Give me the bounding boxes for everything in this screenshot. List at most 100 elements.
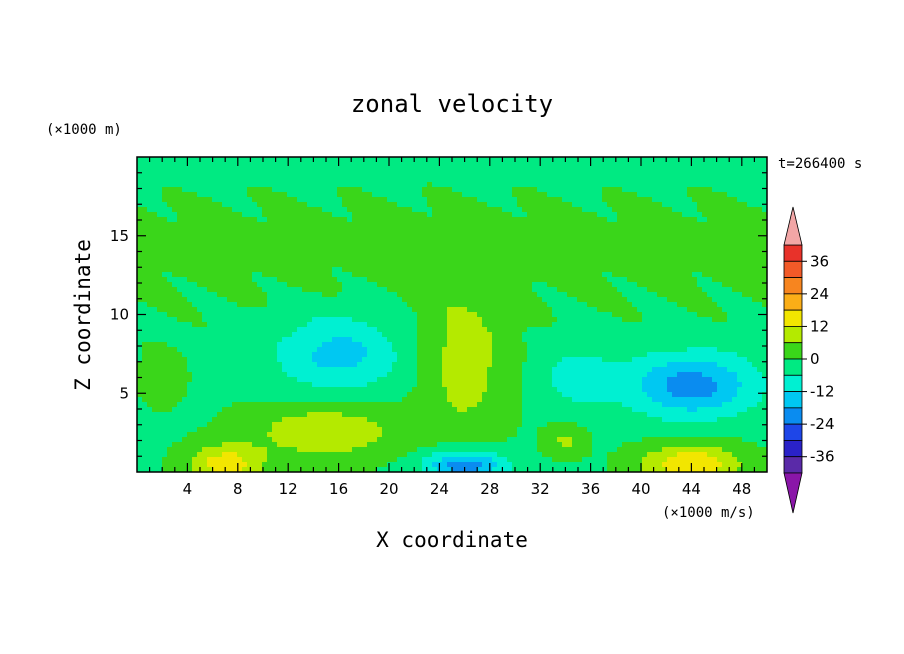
contour-cell xyxy=(257,272,263,278)
contour-cell xyxy=(502,207,508,213)
contour-cell xyxy=(747,327,753,333)
contour-cell xyxy=(257,347,263,353)
contour-cell xyxy=(597,292,603,298)
contour-cell xyxy=(712,332,718,338)
contour-cell xyxy=(552,187,558,193)
contour-cell xyxy=(167,277,173,283)
contour-cell xyxy=(257,352,263,358)
contour-cell xyxy=(387,342,393,348)
contour-cell xyxy=(527,287,533,293)
contour-cell xyxy=(482,182,488,188)
contour-cell xyxy=(727,232,733,238)
contour-cell xyxy=(407,262,413,268)
contour-cell xyxy=(322,222,328,228)
contour-cell xyxy=(487,257,493,263)
contour-cell xyxy=(502,192,508,198)
contour-cell xyxy=(182,237,188,243)
contour-cell xyxy=(202,267,208,273)
contour-cell xyxy=(592,277,598,283)
contour-cell xyxy=(442,347,448,353)
contour-cell xyxy=(282,227,288,233)
contour-cell xyxy=(552,332,558,338)
contour-cell xyxy=(387,222,393,228)
contour-cell xyxy=(312,282,318,288)
contour-cell xyxy=(192,192,198,198)
contour-cell xyxy=(717,347,723,353)
contour-cell xyxy=(292,267,298,273)
contour-cell xyxy=(182,192,188,198)
contour-cell xyxy=(242,267,248,273)
contour-cell xyxy=(442,317,448,323)
contour-cell xyxy=(337,262,343,268)
contour-cell xyxy=(507,177,513,183)
contour-cell xyxy=(387,232,393,238)
contour-cell xyxy=(517,297,523,303)
contour-cell xyxy=(377,167,383,173)
contour-cell xyxy=(357,232,363,238)
contour-cell xyxy=(387,352,393,358)
contour-cell xyxy=(302,282,308,288)
contour-cell xyxy=(432,272,438,278)
contour-cell xyxy=(547,232,553,238)
contour-cell xyxy=(517,247,523,253)
contour-cell xyxy=(662,347,668,353)
contour-cell xyxy=(197,202,203,208)
contour-cell xyxy=(707,172,713,178)
contour-cell xyxy=(702,322,708,328)
contour-cell xyxy=(242,217,248,223)
contour-cell xyxy=(427,297,433,303)
contour-cell xyxy=(297,307,303,313)
contour-cell xyxy=(517,292,523,298)
contour-cell xyxy=(492,167,498,173)
contour-cell xyxy=(667,207,673,213)
contour-cell xyxy=(612,172,618,178)
contour-cell xyxy=(697,302,703,308)
contour-cell xyxy=(457,237,463,243)
contour-cell xyxy=(162,177,168,183)
contour-cell xyxy=(242,167,248,173)
contour-cell xyxy=(697,307,703,313)
contour-cell xyxy=(367,252,373,258)
contour-cell xyxy=(727,302,733,308)
contour-cell xyxy=(742,177,748,183)
contour-cell xyxy=(617,172,623,178)
contour-cell xyxy=(562,162,568,168)
contour-cell xyxy=(387,187,393,193)
contour-cell xyxy=(557,227,563,233)
contour-cell xyxy=(702,327,708,333)
contour-cell xyxy=(512,332,518,338)
contour-cell xyxy=(342,197,348,203)
contour-cell xyxy=(557,342,563,348)
contour-cell xyxy=(262,252,268,258)
contour-cell xyxy=(327,242,333,248)
contour-cell xyxy=(652,277,658,283)
contour-cell xyxy=(377,217,383,223)
contour-cell xyxy=(382,202,388,208)
contour-cell xyxy=(692,297,698,303)
contour-cell xyxy=(142,252,148,258)
contour-cell xyxy=(507,207,513,213)
contour-cell xyxy=(177,282,183,288)
contour-cell xyxy=(317,202,323,208)
contour-cell xyxy=(682,222,688,228)
contour-cell xyxy=(332,207,338,213)
contour-cell xyxy=(757,277,763,283)
contour-cell xyxy=(707,327,713,333)
contour-cell xyxy=(417,182,423,188)
contour-cell xyxy=(247,277,253,283)
contour-cell xyxy=(317,322,323,328)
contour-cell xyxy=(157,167,163,173)
contour-cell xyxy=(587,342,593,348)
contour-cell xyxy=(287,167,293,173)
contour-cell xyxy=(482,262,488,268)
contour-cell xyxy=(687,212,693,218)
contour-cell xyxy=(317,182,323,188)
contour-cell xyxy=(352,262,358,268)
contour-cell xyxy=(302,227,308,233)
contour-cell xyxy=(607,207,613,213)
contour-cell xyxy=(472,212,478,218)
contour-cell xyxy=(582,327,588,333)
contour-cell xyxy=(637,312,643,318)
contour-cell xyxy=(652,242,658,248)
contour-cell xyxy=(507,337,513,343)
